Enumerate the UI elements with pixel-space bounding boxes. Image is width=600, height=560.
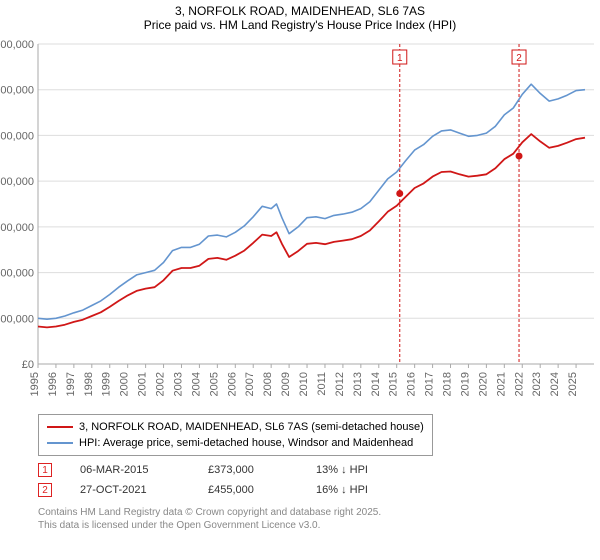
svg-text:£500,000: £500,000: [0, 130, 34, 142]
svg-text:1996: 1996: [47, 372, 59, 396]
marker-diff-1: 13% ↓ HPI: [316, 464, 416, 476]
marker-date-2: 27-OCT-2021: [80, 484, 180, 496]
marker-row-1: 1 06-MAR-2015 £373,000 13% ↓ HPI: [38, 460, 416, 480]
svg-text:£600,000: £600,000: [0, 85, 34, 97]
svg-text:2008: 2008: [262, 372, 274, 396]
footer-line2: This data is licensed under the Open Gov…: [38, 519, 381, 532]
svg-text:2017: 2017: [424, 372, 436, 396]
title-address: 3, NORFOLK ROAD, MAIDENHEAD, SL6 7AS: [0, 4, 600, 18]
marker-price-2: £455,000: [208, 484, 288, 496]
svg-text:£200,000: £200,000: [0, 268, 34, 280]
svg-text:2003: 2003: [172, 372, 184, 396]
svg-text:2014: 2014: [370, 372, 382, 396]
svg-text:2015: 2015: [388, 372, 400, 396]
svg-text:2: 2: [516, 53, 522, 64]
svg-text:2000: 2000: [119, 372, 131, 396]
svg-text:2002: 2002: [155, 372, 167, 396]
svg-text:2011: 2011: [316, 372, 328, 396]
svg-text:£400,000: £400,000: [0, 176, 34, 188]
svg-text:2023: 2023: [531, 372, 543, 396]
svg-text:£700,000: £700,000: [0, 39, 34, 51]
legend-swatch-hpi: [47, 442, 73, 444]
footer-attribution: Contains HM Land Registry data © Crown c…: [38, 506, 381, 532]
svg-text:£100,000: £100,000: [0, 313, 34, 325]
svg-text:1997: 1997: [65, 372, 77, 396]
line-chart: £0 £100,000 £200,000 £300,000 £400,000 £500,0…: [0, 38, 600, 410]
svg-text:1995: 1995: [29, 372, 41, 396]
svg-text:2024: 2024: [549, 372, 561, 396]
legend: 3, NORFOLK ROAD, MAIDENHEAD, SL6 7AS (se…: [38, 414, 433, 456]
legend-swatch-price-paid: [47, 426, 73, 428]
svg-text:2004: 2004: [190, 372, 202, 396]
title-subtitle: Price paid vs. HM Land Registry's House …: [0, 18, 600, 32]
marker-date-1: 06-MAR-2015: [80, 464, 180, 476]
svg-text:2019: 2019: [459, 372, 471, 396]
svg-text:2006: 2006: [226, 372, 238, 396]
marker-diff-2: 16% ↓ HPI: [316, 484, 416, 496]
marker-badge-1: 1: [38, 463, 52, 477]
legend-row-hpi: HPI: Average price, semi-detached house,…: [47, 435, 424, 451]
svg-text:1998: 1998: [83, 372, 95, 396]
legend-label-price-paid: 3, NORFOLK ROAD, MAIDENHEAD, SL6 7AS (se…: [79, 421, 424, 433]
chart-container: 3, NORFOLK ROAD, MAIDENHEAD, SL6 7AS Pri…: [0, 0, 600, 560]
svg-text:2021: 2021: [495, 372, 507, 396]
markers-table: 1 06-MAR-2015 £373,000 13% ↓ HPI 2 27-OC…: [38, 460, 416, 500]
svg-text:2018: 2018: [442, 372, 454, 396]
svg-text:2009: 2009: [280, 372, 292, 396]
svg-text:2013: 2013: [352, 372, 364, 396]
svg-text:2020: 2020: [477, 372, 489, 396]
svg-text:2010: 2010: [298, 372, 310, 396]
svg-text:2025: 2025: [567, 372, 579, 396]
svg-text:2016: 2016: [406, 372, 418, 396]
svg-text:2007: 2007: [244, 372, 256, 396]
footer-line1: Contains HM Land Registry data © Crown c…: [38, 506, 381, 519]
svg-text:£0: £0: [22, 359, 34, 371]
marker-row-2: 2 27-OCT-2021 £455,000 16% ↓ HPI: [38, 480, 416, 500]
svg-text:2022: 2022: [513, 372, 525, 396]
svg-text:2012: 2012: [334, 372, 346, 396]
chart-svg: £0 £100,000 £200,000 £300,000 £400,000 £500,0…: [0, 38, 600, 410]
svg-text:2001: 2001: [137, 372, 149, 396]
svg-text:2005: 2005: [208, 372, 220, 396]
legend-label-hpi: HPI: Average price, semi-detached house,…: [79, 437, 413, 449]
legend-row-price-paid: 3, NORFOLK ROAD, MAIDENHEAD, SL6 7AS (se…: [47, 419, 424, 435]
svg-text:1999: 1999: [101, 372, 113, 396]
title-block: 3, NORFOLK ROAD, MAIDENHEAD, SL6 7AS Pri…: [0, 0, 600, 34]
svg-text:£300,000: £300,000: [0, 222, 34, 234]
marker-price-1: £373,000: [208, 464, 288, 476]
marker-badge-2: 2: [38, 483, 52, 497]
svg-text:1: 1: [397, 53, 403, 64]
